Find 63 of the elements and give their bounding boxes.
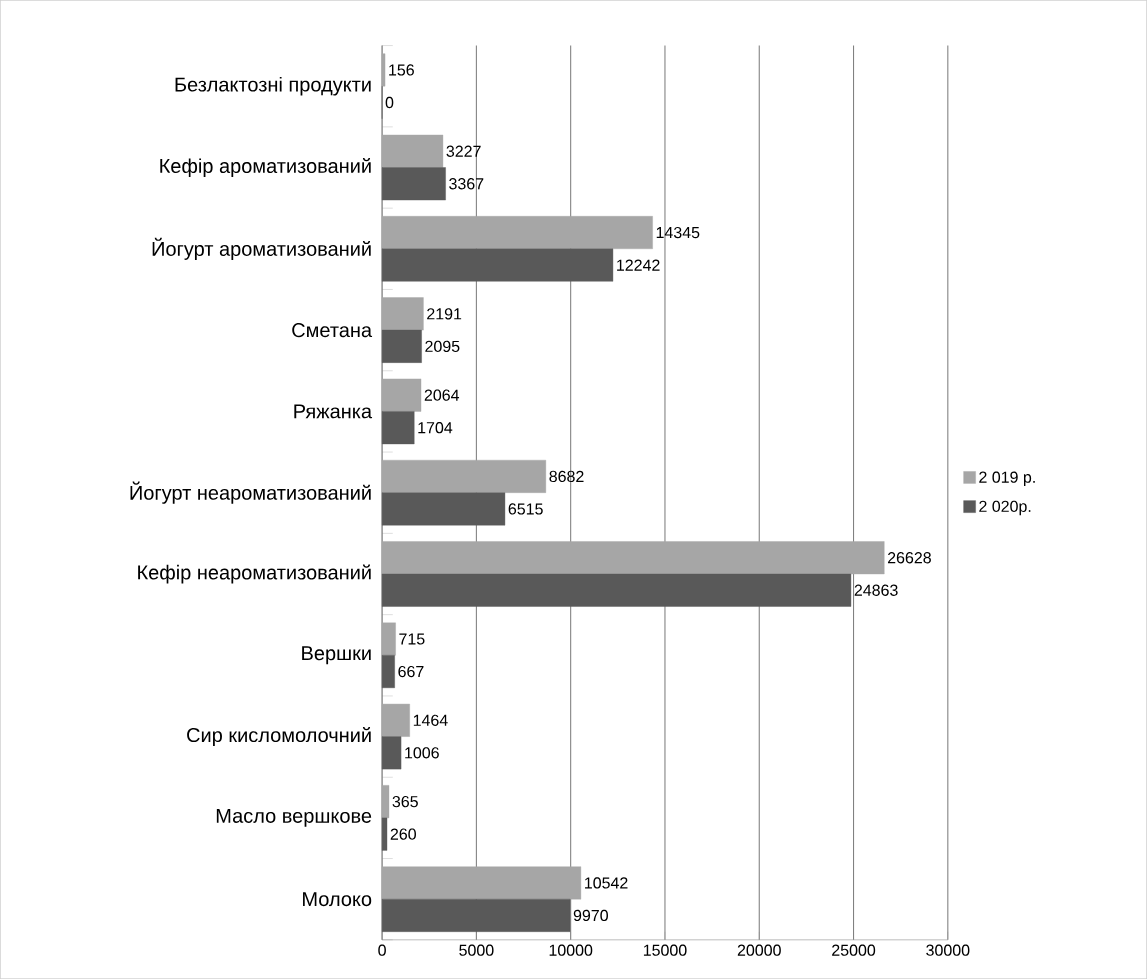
- y-tick-label: Йогурт неароматизований: [130, 481, 371, 504]
- data-label: 8682: [549, 470, 584, 483]
- y-tick-label: Сметана: [292, 323, 373, 338]
- bar: [381, 655, 395, 688]
- bar: [381, 817, 388, 851]
- y-tick-label: Кефір ароматизований: [160, 157, 371, 177]
- bar: [381, 736, 402, 770]
- data-label: 3367: [449, 178, 484, 190]
- data-label: 260: [390, 828, 416, 840]
- legend-label: 2 019 р.: [979, 471, 1035, 486]
- data-label: 2095: [425, 340, 460, 352]
- x-tick-label: 10000: [549, 944, 593, 956]
- data-label: 1704: [418, 421, 453, 434]
- data-label: 2064: [424, 389, 460, 401]
- bar: [381, 573, 852, 607]
- data-label: 9970: [573, 909, 608, 922]
- data-label: 3227: [446, 145, 481, 157]
- data-label: 6515: [508, 503, 543, 515]
- data-label: 667: [398, 665, 424, 678]
- data-label: 0: [385, 96, 394, 109]
- x-tick-label: 15000: [643, 944, 687, 956]
- y-tick-label: Молоко: [303, 892, 372, 907]
- data-label: 365: [392, 795, 418, 808]
- bar: [381, 53, 386, 87]
- y-tick-label: Масло вершкове: [216, 808, 372, 827]
- data-label: 24863: [854, 584, 898, 596]
- y-tick-label: Йогурт ароматизований: [152, 237, 371, 260]
- bar: [381, 866, 582, 900]
- bar: [381, 785, 390, 819]
- legend-label: 2 020р.: [979, 500, 1031, 516]
- data-label: 1006: [405, 747, 439, 759]
- bar: [381, 378, 422, 412]
- x-tick-label: 5000: [459, 944, 494, 956]
- bar: [381, 898, 571, 932]
- y-tick-label: Вершки: [302, 646, 371, 665]
- bar: [381, 134, 444, 168]
- bar: [381, 622, 396, 656]
- data-label: 10542: [585, 877, 628, 889]
- x-tick-label: 0: [378, 944, 386, 956]
- data-label: 12242: [617, 259, 660, 271]
- y-tick-label: Ряжанка: [294, 404, 373, 419]
- bar: [381, 167, 446, 201]
- x-tick-label: 20000: [737, 944, 781, 956]
- data-label: 14345: [656, 226, 700, 239]
- x-tick-label: 25000: [832, 944, 876, 956]
- data-label: 26628: [887, 552, 931, 564]
- data-label: 715: [399, 633, 425, 645]
- x-tick-label: 30000: [926, 944, 970, 956]
- bar: [381, 703, 410, 737]
- y-tick-label: Безлактозні продукти: [175, 76, 371, 96]
- y-tick-label: Сир кисломолочний: [187, 727, 371, 747]
- bar: [381, 297, 424, 331]
- bar: [381, 329, 422, 363]
- bar: [381, 492, 506, 526]
- data-label: 1464: [413, 714, 448, 726]
- bar: [381, 459, 547, 493]
- bar: [381, 248, 614, 282]
- bar: [381, 411, 415, 445]
- y-tick-label: Кефір неароматизований: [138, 564, 371, 584]
- bar: [381, 216, 653, 249]
- bar: [381, 541, 885, 575]
- data-label: 2191: [427, 308, 462, 320]
- data-label: 156: [389, 64, 414, 76]
